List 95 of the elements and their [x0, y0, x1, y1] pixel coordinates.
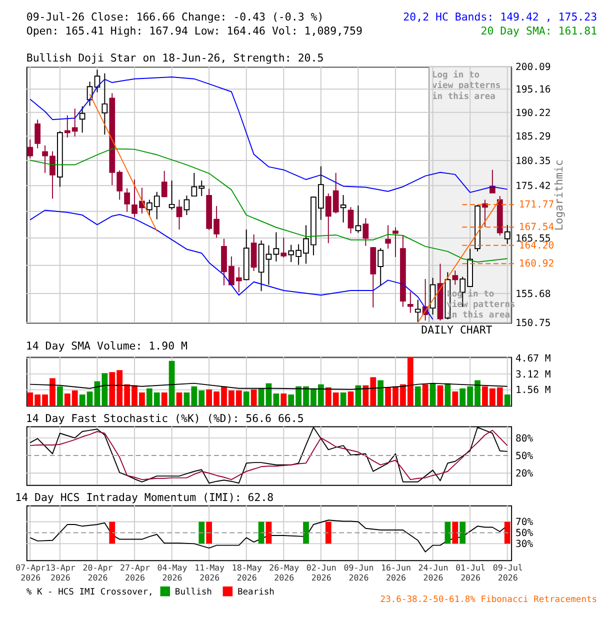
bar	[273, 393, 280, 406]
chart-title: 14 Day SMA Volume: 1.90 M	[26, 339, 188, 352]
bar	[378, 380, 384, 406]
candlestick	[273, 232, 280, 262]
y-tick-label: 30%	[515, 539, 534, 550]
bar	[340, 392, 346, 406]
x-tick-label: 18-May 2026	[232, 562, 262, 583]
text: DAILY CHART	[421, 323, 493, 336]
bar	[243, 391, 250, 406]
chart-subtitle: Open: 165.41 High: 167.94 Low: 164.46 Vol: 1,089,759	[26, 24, 362, 38]
candlestick	[184, 195, 190, 216]
text: 20,2 HC Bands: 149.42 , 175.23	[403, 10, 598, 24]
x-tick-label: 09-Jul 2026	[492, 562, 523, 583]
candlestick	[348, 206, 354, 234]
bar	[86, 391, 93, 406]
x-tick-label: 04-May 2026	[157, 562, 188, 583]
x-tick-label: 09-Jun 2026	[344, 562, 374, 583]
bar	[422, 384, 428, 406]
y-tick-label: 80%	[515, 433, 534, 444]
x-tick-label: 07-Apr 2026	[16, 562, 46, 583]
candlestick	[168, 180, 175, 210]
bar	[280, 393, 287, 406]
candlestick	[124, 188, 130, 212]
y-tick-label: 50%	[515, 528, 534, 540]
y-tick-label: 155.68	[515, 288, 551, 300]
candlestick	[340, 194, 346, 224]
candlestick	[176, 199, 182, 230]
ref-line-label: 167.54	[518, 222, 554, 234]
y-tick-label: 1.56 M	[515, 385, 551, 396]
candlestick	[280, 237, 287, 258]
ref-line-label: 160.92	[518, 258, 554, 270]
y-tick-label: 190.22	[515, 108, 551, 119]
legend-title: % K - HCS IMI Crossover,	[26, 587, 154, 598]
bar	[57, 386, 63, 406]
x-tick-label: 11-May 2026	[194, 562, 225, 583]
bar	[414, 386, 421, 406]
ref-line-label: 171.77	[518, 200, 554, 211]
bar	[430, 383, 436, 406]
line-series	[30, 382, 508, 390]
candlestick	[355, 205, 362, 234]
x-tick-label: 01-Jul 2026	[456, 562, 486, 583]
candlestick	[385, 224, 391, 250]
text: 20 Day SMA: 161.81	[480, 24, 598, 38]
y-tick-label: 150.75	[515, 318, 551, 330]
annotation: Log in to view patterns in this area	[432, 69, 501, 102]
candlestick	[452, 270, 458, 286]
bar	[168, 360, 175, 406]
candlestick	[79, 106, 86, 134]
y-tick-label: 20%	[515, 468, 534, 480]
legend-label: Bullish	[174, 587, 212, 598]
candlestick	[34, 119, 41, 149]
bar	[452, 391, 458, 406]
x-tick-label: 27-Apr 2026	[120, 562, 150, 583]
chart-title: 14 Day Fast Stochastic (%K) (%D): 56.6 66.5	[26, 412, 304, 425]
candlestick	[407, 291, 414, 314]
x-tick-label: 26-May 2026	[269, 562, 300, 583]
x-tick-label: 02-Jun 2026	[306, 562, 336, 583]
candlestick	[102, 72, 108, 136]
candlestick	[482, 199, 488, 228]
bar	[250, 389, 257, 406]
x-tick-label: 20-Apr 2026	[82, 562, 113, 583]
bar	[161, 392, 168, 406]
line-series	[30, 210, 434, 320]
y-tick-label: 195.16	[515, 84, 551, 96]
candlestick	[161, 170, 168, 198]
candlestick	[490, 169, 496, 194]
y-tick-label: 3.12 M	[515, 369, 551, 380]
text: Bullish Doji Star on 18-Jun-26, Strength: 20.5	[26, 52, 324, 65]
bar	[176, 392, 182, 406]
chart-title: 14 Day HCS Intraday Momentum (IMI): 62.8	[15, 490, 274, 504]
bar	[348, 391, 354, 406]
candlestick	[250, 234, 257, 272]
y-tick-label: 180.35	[515, 156, 551, 167]
y-tick-label: 70%	[515, 517, 534, 528]
x-tick-label: 24-Jun 2026	[418, 562, 448, 583]
legend-label: Bearish	[237, 587, 274, 598]
y-tick-label: 200.09	[515, 62, 551, 74]
candlestick	[392, 226, 398, 258]
text: 23.6-38.2-50-61.8% Fibonacci Retracements	[380, 595, 598, 606]
y-tick-label: 175.42	[515, 181, 551, 192]
y-axis-title: Logarithmic	[552, 160, 566, 231]
candlestick	[362, 218, 369, 246]
line-series	[30, 148, 508, 263]
candlestick	[378, 248, 384, 286]
candlestick	[266, 244, 272, 286]
bar	[504, 394, 510, 406]
y-tick-label: 4.67 M	[515, 354, 551, 365]
x-tick-label: 13-Apr 2026	[45, 562, 76, 583]
y-tick-label: 50%	[515, 450, 534, 462]
bar	[79, 394, 86, 406]
bar	[437, 385, 444, 406]
candlestick	[27, 138, 34, 159]
chart-title: 09-Jul-26 Close: 166.66 Change: -0.43 (-0.3 %)	[26, 10, 324, 24]
x-tick-label: 16-Jun 2026	[380, 562, 411, 583]
y-tick-label: 185.29	[515, 132, 551, 143]
